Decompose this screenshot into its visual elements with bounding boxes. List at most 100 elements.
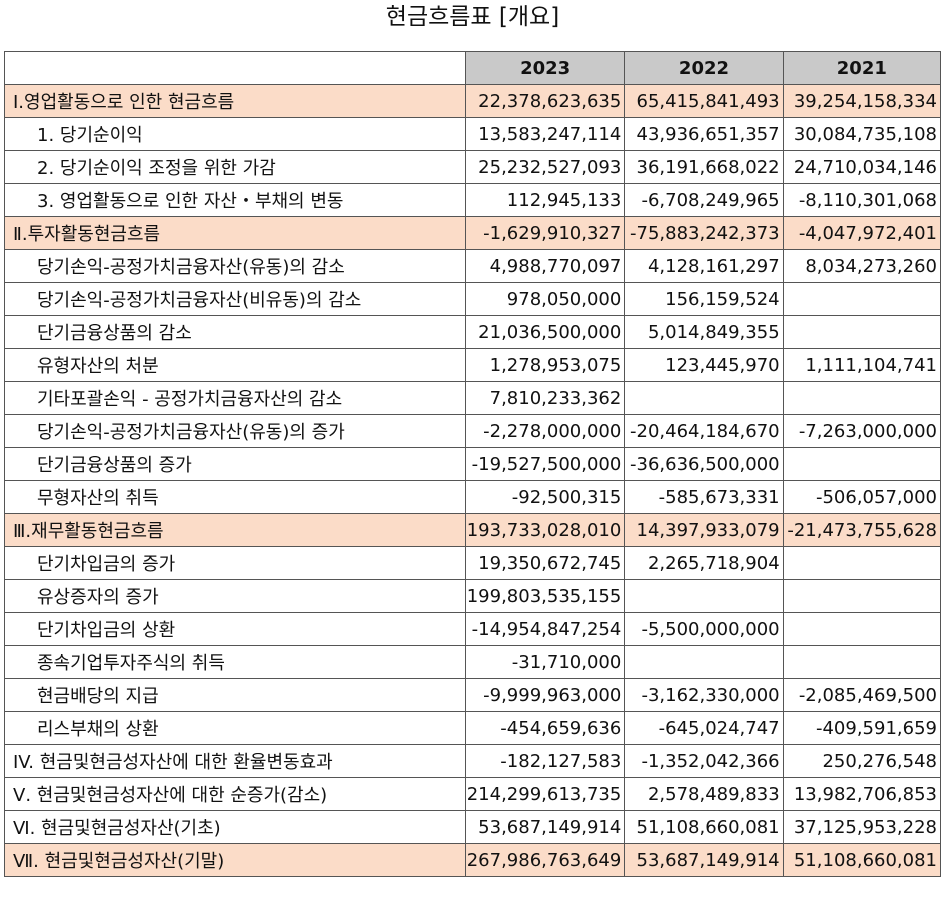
table-row: 리스부채의 상환 -454,659,636 -645,024,747 -409,591… <box>4 711 942 745</box>
value-cell-2023: -14,954,847,254 <box>464 612 626 646</box>
value-cell-2023: 112,945,133 <box>464 183 626 217</box>
table-row: 단기차입금의 상환 -14,954,847,254 -5,500,000,000 <box>4 612 942 646</box>
value-cell-2023: 13,583,247,114 <box>464 117 626 151</box>
value-cell-2023: 978,050,000 <box>464 282 626 316</box>
row-label: IV. 현금및현금성자산에 대한 환율변동효과 <box>4 744 466 778</box>
value-cell-2021: 24,710,034,146 <box>782 150 942 184</box>
row-label: Ⅲ.재무활동현금흐름 <box>4 513 466 547</box>
table-body: Ⅰ.영업활동으로 인한 현금흐름 22,378,623,635 65,415,841… <box>4 84 942 877</box>
row-label: 단기차입금의 증가 <box>4 546 466 580</box>
row-label: 3. 영업활동으로 인한 자산・부채의 변동 <box>4 183 466 217</box>
row-label: 당기손익-공정가치금융자산(비유동)의 감소 <box>4 282 466 316</box>
value-cell-2023: 193,733,028,010 <box>464 513 626 547</box>
value-cell-2023: -2,278,000,000 <box>464 414 626 448</box>
value-cell-2021 <box>782 447 942 481</box>
value-cell-2022: -3,162,330,000 <box>624 678 784 712</box>
value-cell-2022 <box>624 579 784 613</box>
value-cell-2021: 37,125,953,228 <box>782 810 942 844</box>
value-cell-2021: 30,084,735,108 <box>782 117 942 151</box>
value-cell-2022: -5,500,000,000 <box>624 612 784 646</box>
value-cell-2022: 156,159,524 <box>624 282 784 316</box>
value-cell-2021 <box>782 546 942 580</box>
value-cell-2023: 21,036,500,000 <box>464 315 626 349</box>
row-label: Ⅱ.투자활동현금흐름 <box>4 216 466 250</box>
row-label: 현금배당의 지급 <box>4 678 466 712</box>
row-label: 단기금융상품의 증가 <box>4 447 466 481</box>
row-label: 종속기업투자주식의 취득 <box>4 645 466 679</box>
value-cell-2021: -21,473,755,628 <box>782 513 942 547</box>
value-cell-2023: -92,500,315 <box>464 480 626 514</box>
column-header-2021: 2021 <box>782 51 942 85</box>
table-row: Ⅴ. 현금및현금성자산에 대한 순증가(감소) 214,299,613,735 2,… <box>4 777 942 811</box>
value-cell-2021: -4,047,972,401 <box>782 216 942 250</box>
value-cell-2022: -6,708,249,965 <box>624 183 784 217</box>
value-cell-2021: -8,110,301,068 <box>782 183 942 217</box>
value-cell-2022: 65,415,841,493 <box>624 84 784 118</box>
table-row: 단기차입금의 증가 19,350,672,745 2,265,718,904 <box>4 546 942 580</box>
cash-flow-table: 2023 2022 2021 Ⅰ.영업활동으로 인한 현금흐름 22,378,62… <box>4 51 942 877</box>
table-row: 유형자산의 처분 1,278,953,075 123,445,970 1,111,10… <box>4 348 942 382</box>
table-row: 무형자산의 취득 -92,500,315 -585,673,331 -506,057,… <box>4 480 942 514</box>
row-label: Ⅶ. 현금및현금성자산(기말) <box>4 843 466 877</box>
value-cell-2023: 25,232,527,093 <box>464 150 626 184</box>
table-row: 당기손익-공정가치금융자산(비유동)의 감소 978,050,000 156,159… <box>4 282 942 316</box>
value-cell-2022: -1,352,042,366 <box>624 744 784 778</box>
table-row: Ⅶ. 현금및현금성자산(기말) 267,986,763,649 53,687,149… <box>4 843 942 877</box>
row-label: 유형자산의 처분 <box>4 348 466 382</box>
row-label: Ⅰ.영업활동으로 인한 현금흐름 <box>4 84 466 118</box>
value-cell-2023: -31,710,000 <box>464 645 626 679</box>
value-cell-2021: 1,111,104,741 <box>782 348 942 382</box>
table-row: 1. 당기순이익 13,583,247,114 43,936,651,357 30,0… <box>4 117 942 151</box>
value-cell-2022: 5,014,849,355 <box>624 315 784 349</box>
table-row: 당기손익-공정가치금융자산(유동)의 증가 -2,278,000,000 -20,4… <box>4 414 942 448</box>
value-cell-2022 <box>624 645 784 679</box>
value-cell-2021: 51,108,660,081 <box>782 843 942 877</box>
value-cell-2022: 43,936,651,357 <box>624 117 784 151</box>
value-cell-2021: 8,034,273,260 <box>782 249 942 283</box>
row-label: 단기금융상품의 감소 <box>4 315 466 349</box>
value-cell-2023: 19,350,672,745 <box>464 546 626 580</box>
value-cell-2021 <box>782 645 942 679</box>
column-header-2022: 2022 <box>624 51 784 85</box>
value-cell-2021 <box>782 579 942 613</box>
header-row: 2023 2022 2021 <box>4 51 942 85</box>
value-cell-2021 <box>782 282 942 316</box>
value-cell-2022: 2,265,718,904 <box>624 546 784 580</box>
value-cell-2021: 250,276,548 <box>782 744 942 778</box>
table-row: Ⅵ. 현금및현금성자산(기초) 53,687,149,914 51,108,660,… <box>4 810 942 844</box>
row-label: 1. 당기순이익 <box>4 117 466 151</box>
table-row: 3. 영업활동으로 인한 자산・부채의 변동 112,945,133 -6,708,… <box>4 183 942 217</box>
value-cell-2023: 1,278,953,075 <box>464 348 626 382</box>
row-label: Ⅴ. 현금및현금성자산에 대한 순증가(감소) <box>4 777 466 811</box>
value-cell-2021: -2,085,469,500 <box>782 678 942 712</box>
value-cell-2021 <box>782 315 942 349</box>
value-cell-2022: -645,024,747 <box>624 711 784 745</box>
row-label: 유상증자의 증가 <box>4 579 466 613</box>
value-cell-2022: -75,883,242,373 <box>624 216 784 250</box>
table-row: 현금배당의 지급 -9,999,963,000 -3,162,330,000 -2,0… <box>4 678 942 712</box>
value-cell-2022: -585,673,331 <box>624 480 784 514</box>
table-row: 종속기업투자주식의 취득 -31,710,000 <box>4 645 942 679</box>
page-title: 현금흐름표 [개요] <box>385 4 560 30</box>
value-cell-2023: -182,127,583 <box>464 744 626 778</box>
value-cell-2023: 53,687,149,914 <box>464 810 626 844</box>
table-row: 기타포괄손익 - 공정가치금융자산의 감소 7,810,233,362 <box>4 381 942 415</box>
value-cell-2023: -1,629,910,327 <box>464 216 626 250</box>
value-cell-2022: 14,397,933,079 <box>624 513 784 547</box>
table-row: IV. 현금및현금성자산에 대한 환율변동효과 -182,127,583 -1,35… <box>4 744 942 778</box>
value-cell-2022: -36,636,500,000 <box>624 447 784 481</box>
value-cell-2021: -7,263,000,000 <box>782 414 942 448</box>
row-label: 당기손익-공정가치금융자산(유동)의 감소 <box>4 249 466 283</box>
value-cell-2022: -20,464,184,670 <box>624 414 784 448</box>
value-cell-2023: 199,803,535,155 <box>464 579 626 613</box>
value-cell-2023: 7,810,233,362 <box>464 381 626 415</box>
value-cell-2021: 39,254,158,334 <box>782 84 942 118</box>
value-cell-2021: 13,982,706,853 <box>782 777 942 811</box>
value-cell-2023: 267,986,763,649 <box>464 843 626 877</box>
value-cell-2022: 36,191,668,022 <box>624 150 784 184</box>
value-cell-2021: -409,591,659 <box>782 711 942 745</box>
table-row: 단기금융상품의 증가 -19,527,500,000 -36,636,500,000 <box>4 447 942 481</box>
value-cell-2023: 214,299,613,735 <box>464 777 626 811</box>
table-row: 2. 당기순이익 조정을 위한 가감 25,232,527,093 36,191,6… <box>4 150 942 184</box>
value-cell-2022: 2,578,489,833 <box>624 777 784 811</box>
